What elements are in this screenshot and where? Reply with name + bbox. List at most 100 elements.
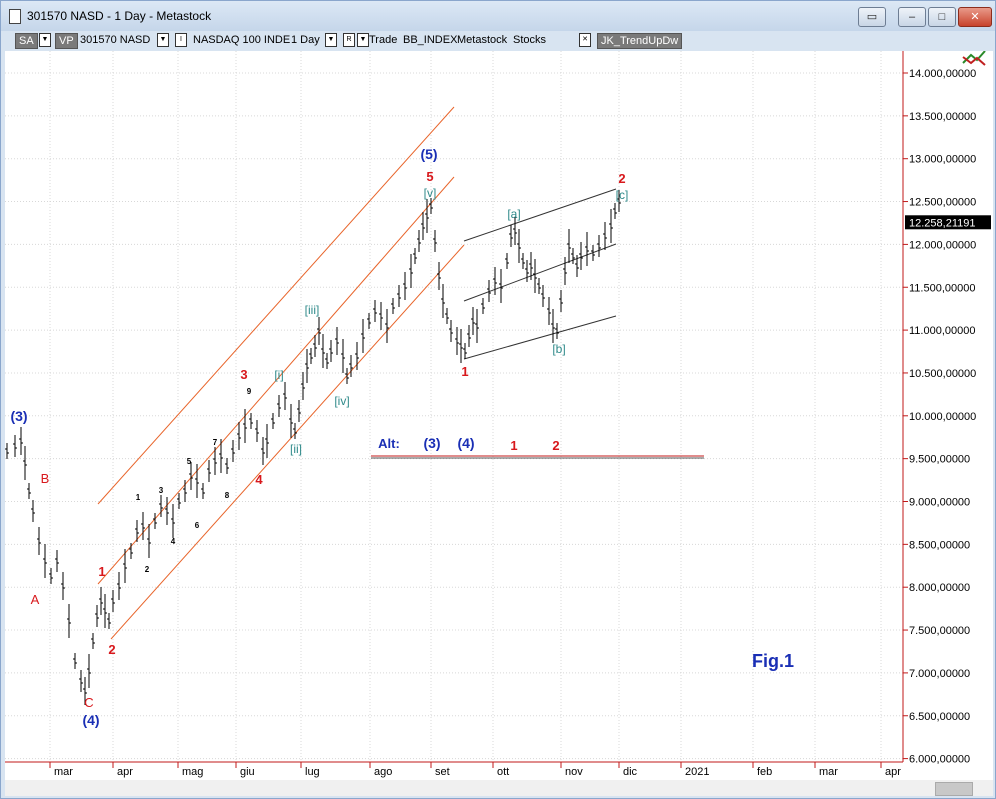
wave-label-teal: [iii]	[305, 303, 320, 317]
wave-label-red: A	[31, 592, 40, 607]
y-tick-label: 13.500,00000	[909, 111, 976, 123]
wave-label-teal: [i]	[274, 368, 283, 382]
period-dropdown-icon[interactable]: ▼	[325, 33, 337, 47]
x-tick-label: lug	[305, 766, 320, 778]
maximize-button[interactable]: □	[928, 7, 956, 27]
index-label: NASDAQ 100 INDE	[193, 34, 291, 46]
x-tick-label: ago	[374, 766, 392, 778]
wave-label-teal: [c]	[616, 188, 629, 202]
minor-wave-label: 5	[187, 457, 192, 466]
wave-label-red: C	[84, 695, 93, 710]
wave-label-red: 1	[461, 364, 468, 379]
y-tick-label: 12.000,00000	[909, 239, 976, 251]
wave-label-red: 3	[240, 367, 247, 382]
wave-label-blue: (4)	[82, 712, 99, 728]
y-tick-label: 9.500,00000	[909, 454, 970, 466]
wave-label-teal: [a]	[507, 207, 520, 221]
x-tick-label: set	[435, 766, 450, 778]
r-box[interactable]: R	[343, 33, 355, 47]
lower-flat-channel	[463, 315, 617, 360]
metastock-label: Metastock	[457, 34, 508, 46]
stocks-label: Stocks	[513, 34, 547, 46]
bb-index-label: BB_INDEX	[403, 34, 458, 46]
restore-down-button[interactable]: ▭	[858, 7, 886, 27]
x-tick-label: mar	[54, 766, 73, 778]
wave-label-red: 4	[255, 472, 263, 487]
alt-label: Alt:	[378, 436, 400, 451]
x-tick-label: 2021	[685, 766, 709, 778]
x-tick-label: mag	[182, 766, 203, 778]
x-tick-label: apr	[885, 766, 901, 778]
vp-box[interactable]: VP	[55, 33, 78, 49]
y-tick-label: 6.500,00000	[909, 711, 970, 723]
y-tick-label: 7.500,00000	[909, 625, 970, 637]
upper-channel-line	[97, 106, 455, 505]
minimize-button[interactable]: ‒	[898, 7, 926, 27]
expert-close-box[interactable]: ✕	[579, 33, 591, 47]
y-tick-label: 13.000,00000	[909, 154, 976, 166]
symbol-label: 301570 NASD	[80, 34, 151, 46]
upper-flat-channel	[463, 188, 617, 242]
minor-wave-label: 9	[247, 387, 252, 396]
chart-area[interactable]: (3) (4) (5) (3) (4) B A C 1 2 3 4 5 1 2 1 2 1 2 3 4 5 6 7 8 9 [i] […	[5, 50, 993, 796]
minor-wave-label: 8	[225, 491, 230, 500]
wave-label-red: 5	[426, 169, 433, 184]
wave-label-red: 1	[98, 564, 105, 579]
wave-label-blue: (5)	[420, 146, 437, 162]
wave-label-red: 2	[552, 438, 559, 453]
wave-label-red: 2	[108, 642, 115, 657]
i-box[interactable]: I	[175, 33, 187, 47]
minor-wave-label: 4	[171, 537, 176, 546]
x-tick-label: dic	[623, 766, 638, 778]
x-tick-label: giu	[240, 766, 255, 778]
y-tick-label: 8.500,00000	[909, 539, 970, 551]
y-tick-label: 10.500,00000	[909, 368, 976, 380]
title-bar[interactable]: 301570 NASD - 1 Day - Metastock ▭ ‒ □ ✕	[1, 1, 995, 31]
minor-wave-label: 2	[145, 565, 150, 574]
y-tick-label: 12.500,00000	[909, 197, 976, 209]
y-tick-label: 7.000,00000	[909, 668, 970, 680]
x-tick-label: ott	[497, 766, 509, 778]
wave-label-blue: (4)	[457, 435, 474, 451]
scroll-thumb[interactable]	[935, 782, 973, 796]
close-button[interactable]: ✕	[958, 7, 992, 27]
wave-label-teal: [v]	[424, 186, 437, 200]
horizontal-scrollbar[interactable]	[5, 780, 993, 796]
expert-name-box[interactable]: JK_TrendUpDw	[597, 33, 683, 49]
x-tick-label: nov	[565, 766, 583, 778]
wave-label-red: 2	[618, 171, 625, 186]
y-tick-label: 14.000,00000	[909, 68, 976, 80]
last-price-badge	[905, 215, 991, 230]
sa-dropdown-icon[interactable]: ▼	[39, 33, 51, 47]
sa-box[interactable]: SA	[15, 33, 38, 49]
x-tick-label: mar	[819, 766, 838, 778]
symbol-dropdown-icon[interactable]: ▼	[157, 33, 169, 47]
price-chart[interactable]: (3) (4) (5) (3) (4) B A C 1 2 3 4 5 1 2 1 2 1 2 3 4 5 6 7 8 9 [i] […	[5, 50, 993, 780]
wave-label-teal: [iv]	[334, 394, 349, 408]
y-tick-label: 8.000,00000	[909, 582, 970, 594]
wave-label-teal: [ii]	[290, 442, 302, 456]
y-tick-label: 6.000,00000	[909, 754, 970, 766]
wave-label-teal: [b]	[552, 342, 565, 356]
last-price-label: 12.258,21191	[909, 217, 975, 229]
window-title: 301570 NASD - 1 Day - Metastock	[27, 9, 212, 23]
middle-channel-line	[97, 176, 455, 585]
chart-toolbar: SA ▼ VP 301570 NASD ▼ I NASDAQ 100 INDE …	[5, 31, 905, 51]
minor-wave-label: 1	[136, 493, 141, 502]
chart-window-icon	[9, 9, 21, 24]
y-tick-label: 11.500,00000	[909, 282, 975, 294]
y-tick-label: 9.000,00000	[909, 497, 970, 509]
x-tick-label: apr	[117, 766, 133, 778]
y-tick-label: 10.000,00000	[909, 411, 976, 423]
minor-wave-label: 6	[195, 521, 200, 530]
minor-wave-label: 7	[213, 438, 218, 447]
period-label: 1 Day	[291, 34, 320, 46]
trade-label: Trade	[369, 34, 398, 46]
wave-label-red: 1	[510, 438, 517, 453]
r-dropdown-icon[interactable]: ▼	[357, 33, 369, 47]
wave-label-blue: (3)	[10, 408, 27, 424]
wave-label-red: B	[41, 471, 50, 486]
x-tick-label: feb	[757, 766, 772, 778]
wave-label-blue: (3)	[423, 435, 440, 451]
